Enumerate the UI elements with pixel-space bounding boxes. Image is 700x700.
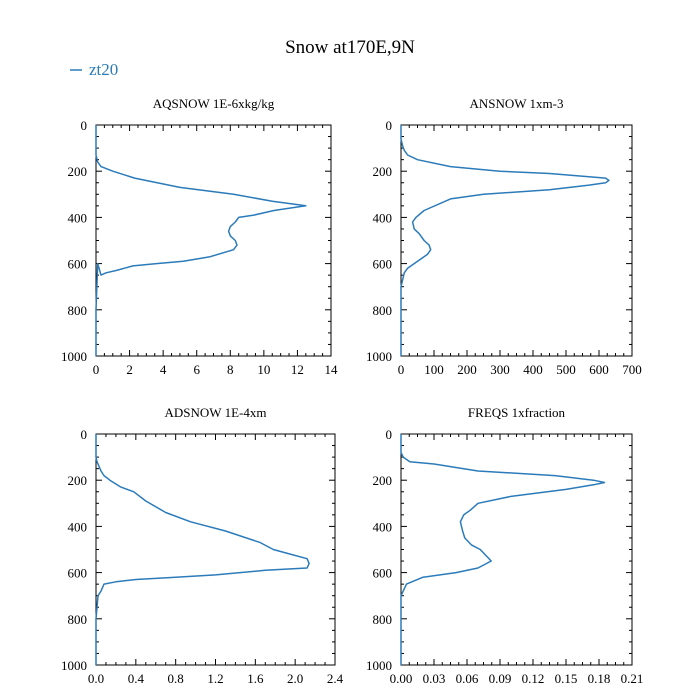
plot-frame — [400, 124, 633, 357]
x-tick-label: 1.2 — [207, 671, 223, 686]
x-tick-label: 0.4 — [128, 671, 145, 686]
plot-frame — [400, 433, 633, 666]
panel-title: FREQS 1xfraction — [468, 405, 566, 420]
y-tick-label: 400 — [68, 210, 88, 225]
y-tick-label: 800 — [68, 612, 88, 627]
x-tick-label: 200 — [457, 362, 477, 377]
x-tick-label: 400 — [523, 362, 543, 377]
y-tick-label: 200 — [373, 164, 393, 179]
x-tick-label: 2 — [126, 362, 133, 377]
y-tick-label: 400 — [68, 519, 88, 534]
y-tick-label: 1000 — [366, 349, 392, 364]
y-tick-label: 1000 — [366, 658, 392, 673]
y-tick-label: 0 — [386, 118, 393, 133]
x-tick-label: 0 — [93, 362, 100, 377]
y-tick-label: 600 — [68, 257, 88, 272]
legend: zt20 — [70, 60, 118, 79]
panel-title: ADSNOW 1E-4xm — [165, 405, 267, 420]
panel-title: ANSNOW 1xm-3 — [469, 96, 563, 111]
chart-panel-2: ANSNOW 1xm-3 0 100 200 300 400 500 600 700 0 200 40… — [366, 96, 642, 377]
x-tick-label: 4 — [160, 362, 167, 377]
y-tick-label: 0 — [386, 427, 393, 442]
x-tick-label: 700 — [622, 362, 642, 377]
x-tick-label: 0.03 — [423, 671, 446, 686]
series-line-zt20 — [95, 125, 307, 356]
x-tick-label: 0.21 — [621, 671, 644, 686]
x-tick-label: 100 — [424, 362, 444, 377]
x-tick-label: 0.09 — [489, 671, 512, 686]
y-tick-label: 200 — [68, 164, 88, 179]
x-tick-label: 0.0 — [88, 671, 104, 686]
x-tick-label: 1.6 — [247, 671, 264, 686]
y-tick-label: 200 — [373, 473, 393, 488]
plot-frame — [95, 433, 336, 666]
x-tick-label: 600 — [589, 362, 609, 377]
x-tick-label: 0.15 — [555, 671, 578, 686]
x-tick-label: 12 — [291, 362, 304, 377]
y-tick-label: 1000 — [61, 349, 87, 364]
y-tick-label: 600 — [68, 566, 88, 581]
y-tick-label: 200 — [68, 473, 88, 488]
x-tick-label: 8 — [227, 362, 234, 377]
y-tick-label: 600 — [373, 566, 393, 581]
x-tick-label: 0.12 — [522, 671, 545, 686]
y-tick-label: 400 — [373, 210, 393, 225]
y-tick-label: 800 — [373, 303, 393, 318]
legend-label: zt20 — [89, 60, 118, 79]
y-tick-label: 800 — [373, 612, 393, 627]
y-tick-label: 1000 — [61, 658, 87, 673]
y-tick-label: 600 — [373, 257, 393, 272]
x-tick-label: 0.18 — [588, 671, 611, 686]
x-tick-label: 0.06 — [456, 671, 479, 686]
x-tick-label: 2.0 — [287, 671, 303, 686]
x-tick-label: 0.00 — [390, 671, 413, 686]
series-line-zt20 — [95, 434, 310, 665]
x-tick-label: 10 — [257, 362, 270, 377]
panel-title: AQSNOW 1E-6xkg/kg — [153, 96, 275, 111]
figure-title: Snow at170E,9N — [285, 37, 415, 58]
x-tick-label: 14 — [325, 362, 339, 377]
y-tick-label: 400 — [373, 519, 393, 534]
x-tick-label: 0 — [398, 362, 405, 377]
y-tick-label: 0 — [81, 427, 88, 442]
y-tick-label: 0 — [81, 118, 88, 133]
chart-panel-3: ADSNOW 1E-4xm 0.0 0.4 0.8 1.2 1.6 2.0 2.4 0 200 40… — [61, 405, 344, 686]
x-tick-label: 300 — [490, 362, 510, 377]
x-tick-label: 6 — [193, 362, 200, 377]
panels: AQSNOW 1E-6xkg/kg 0 2 4 6 8 10 12 14 0 200 400 600 80… — [61, 96, 643, 686]
series-line-zt20 — [400, 434, 606, 665]
x-tick-label: 2.4 — [327, 671, 344, 686]
chart-panel-4: FREQS 1xfraction 0.00 0.03 0.06 0.09 0.12 0.15… — [366, 405, 643, 686]
x-tick-label: 500 — [556, 362, 576, 377]
y-tick-label: 800 — [68, 303, 88, 318]
x-tick-label: 0.8 — [168, 671, 184, 686]
series-line-zt20 — [400, 125, 610, 356]
plot-frame — [95, 124, 332, 357]
chart-panel-1: AQSNOW 1E-6xkg/kg 0 2 4 6 8 10 12 14 0 200 400 600 80… — [61, 96, 338, 377]
